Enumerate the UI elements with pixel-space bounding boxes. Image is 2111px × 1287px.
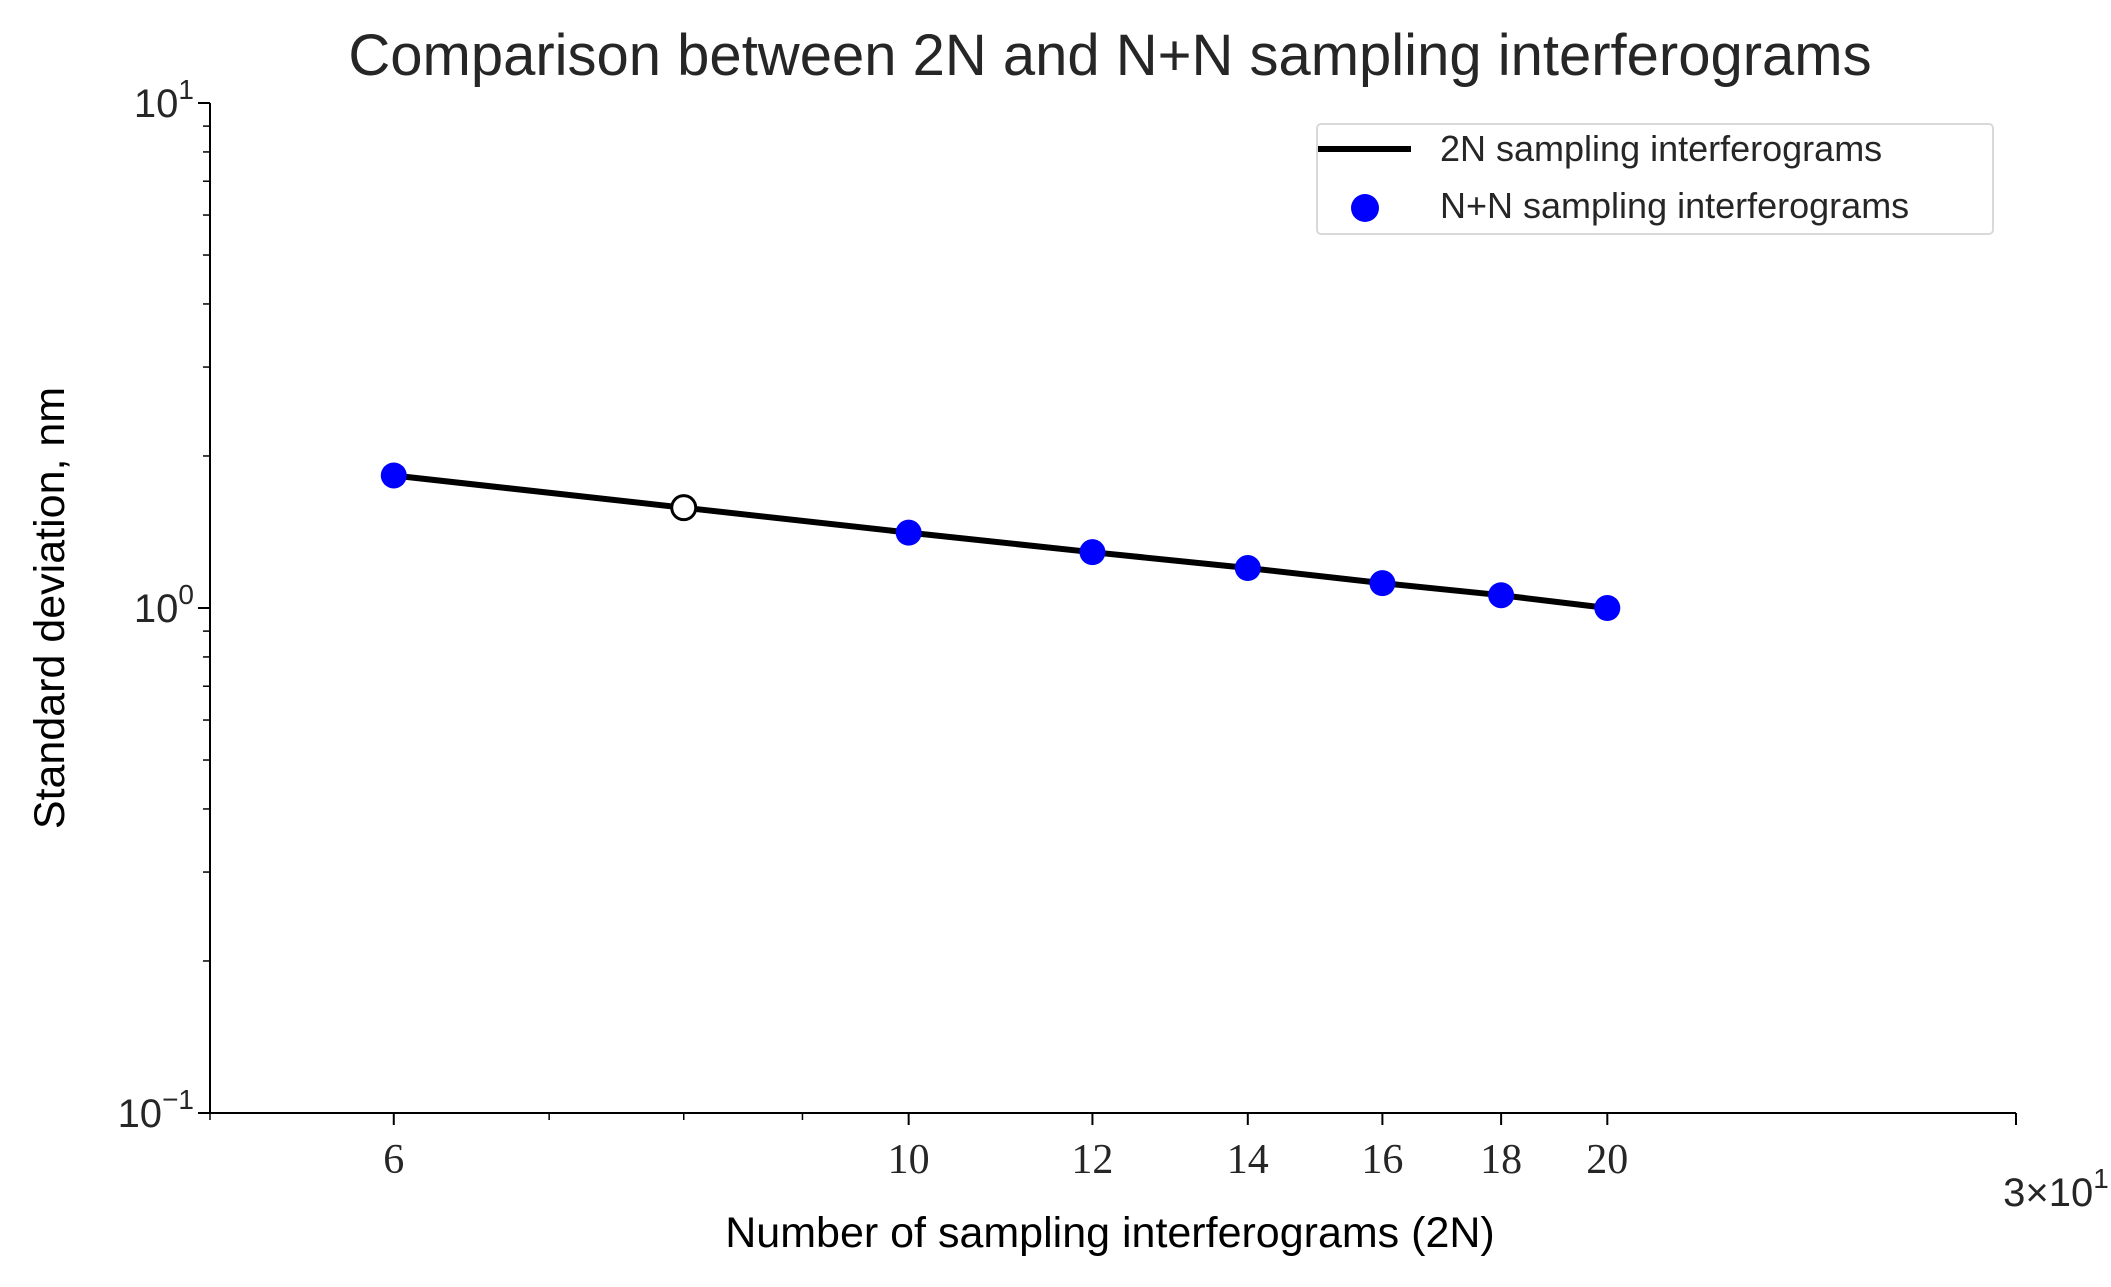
x-tick-label: 3×101: [2003, 1163, 2109, 1215]
axes: [209, 103, 2016, 1114]
x-tick-label: 14: [1227, 1137, 1269, 1183]
open-marker-point: [670, 494, 698, 522]
x-tick-label: 18: [1480, 1137, 1522, 1183]
scatter-point-nn: [380, 462, 407, 489]
y-tick-label: 100: [134, 579, 194, 631]
legend-box: [1316, 123, 1994, 235]
y-tick-label: 10−1: [118, 1084, 194, 1136]
x-tick-label: 6: [383, 1137, 404, 1183]
y-tick-label: 101: [134, 74, 194, 126]
scatter-point-nn: [1079, 539, 1106, 566]
legend-label-2n: 2N sampling interferograms: [1440, 128, 1882, 169]
plot-area: [380, 462, 1621, 621]
legend-marker-swatch: [1351, 194, 1379, 222]
legend: 2N sampling interferograms N+N sampling …: [1316, 123, 1994, 235]
legend-label-nn: N+N sampling interferograms: [1440, 185, 1909, 226]
series-line-2n: [393, 472, 1608, 611]
ticks: 101 100 10−1 6 10 12 14 16 18 20 3×101: [118, 74, 2109, 1215]
x-tick-label: 10: [888, 1137, 930, 1183]
scatter-point-nn: [1234, 555, 1261, 582]
scatter-point-nn: [1594, 595, 1621, 621]
x-axis-label: Number of sampling interferograms (2N): [725, 1209, 1495, 1257]
y-axis-label: Standard deviation, nm: [26, 387, 74, 829]
scatter-point-nn: [895, 519, 922, 546]
scatter-point-nn: [1369, 570, 1396, 597]
chart-title: Comparison between 2N and N+N sampling i…: [348, 23, 1871, 88]
x-tick-label: 12: [1071, 1137, 1113, 1183]
x-tick-label: 20: [1586, 1137, 1628, 1183]
x-tick-label: 16: [1361, 1137, 1403, 1183]
scatter-point-nn: [1488, 582, 1515, 609]
